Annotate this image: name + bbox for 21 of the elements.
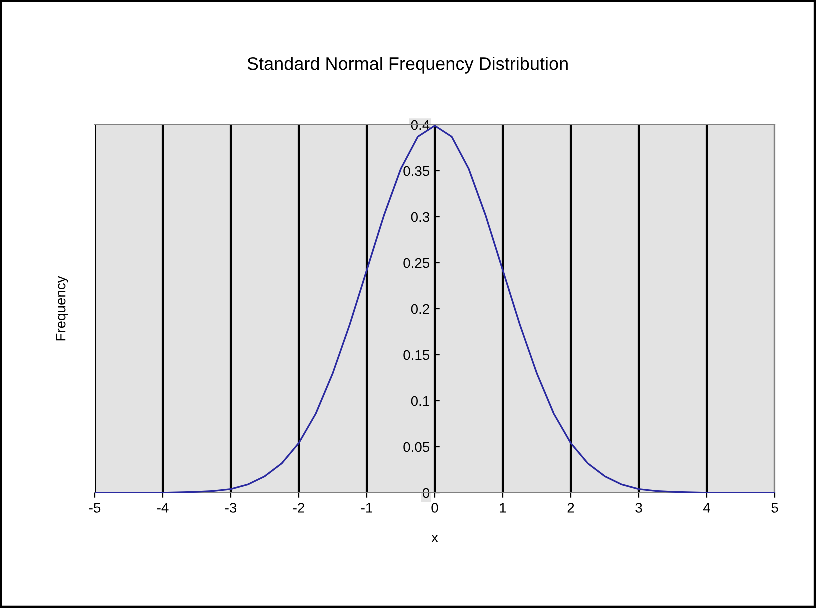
y-tick-label: 0.25 (404, 258, 430, 268)
chart-title: Standard Normal Frequency Distribution (248, 57, 568, 74)
x-tick-label: 3 (636, 503, 642, 513)
y-tick-label: 0.1 (411, 396, 430, 406)
y-tick-label: 0.2 (411, 304, 430, 314)
x-tick-label: 2 (568, 503, 574, 513)
y-axis-title: Frequency (56, 276, 68, 341)
y-tick-label: 0.35 (404, 166, 430, 176)
x-axis-title: x (432, 535, 438, 542)
x-tick-label: -1 (361, 503, 372, 513)
x-tick-label: -3 (225, 503, 237, 513)
y-tick-label: 0.3 (411, 212, 430, 222)
x-tick-label: 1 (500, 503, 506, 513)
y-tick-label: 0.05 (404, 442, 430, 452)
x-tick-label: -5 (89, 503, 101, 513)
x-tick-label: 4 (703, 503, 710, 513)
x-tick-label: -4 (157, 503, 169, 513)
x-tick-label: -2 (293, 503, 304, 513)
x-tick-label: 0 (432, 503, 438, 513)
y-tick-label: 0.15 (404, 350, 430, 360)
x-tick-label: 5 (772, 503, 778, 513)
